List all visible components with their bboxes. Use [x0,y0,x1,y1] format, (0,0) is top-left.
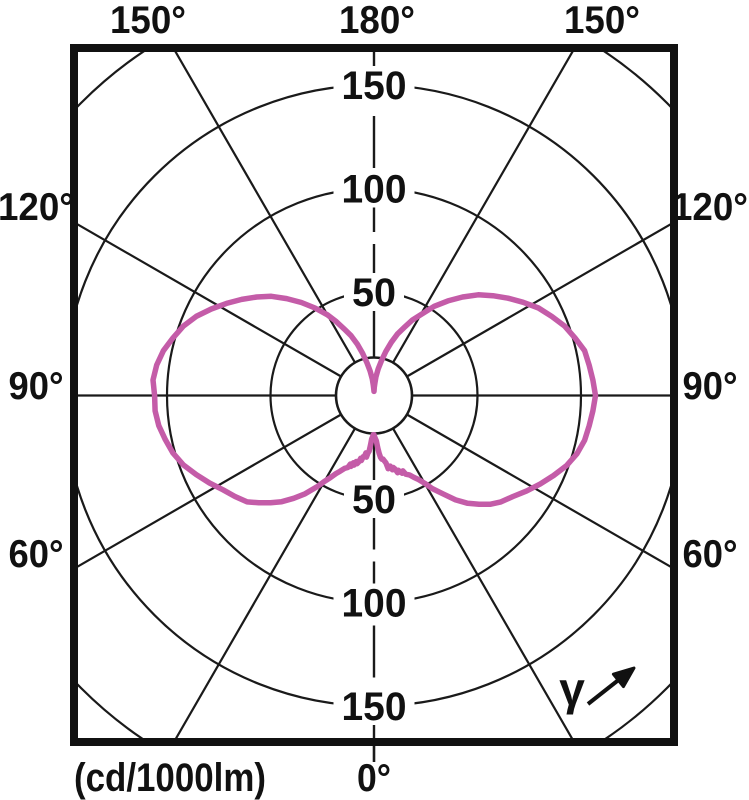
angle-label-right-2: 60° [683,533,738,576]
grid-spoke--30 [174,422,359,738]
frame [70,44,678,746]
unit-label: (cd/1000lm) [74,756,266,800]
ring-label-knockout [333,687,415,725]
angle-label-bottom: 0° [357,757,391,800]
grid-spoke-150 [389,52,574,369]
ring-label-knockout [344,480,404,518]
ring-label-knockout [344,273,404,311]
angle-label-right-1: 90° [683,365,738,408]
intensity-curve [150,292,599,507]
angle-label-left-1: 90° [9,365,64,408]
angle-label-top-1: 180° [339,0,415,42]
angle-label-top-0: 150° [110,0,186,42]
ring-label-knockout [333,583,415,622]
gamma-symbol: γ [559,663,585,715]
gamma-arrow-shaft [586,676,623,706]
grid-spoke-30 [389,422,574,738]
hub-circle [334,356,414,435]
grid-spoke-120 [401,223,670,381]
ring-label-150-bottom: 150 [342,685,407,729]
angle-label-left-0: 120° [0,186,74,229]
ring-label-100-top: 100 [342,168,407,212]
ring-label-knockout [333,169,415,208]
ring-label-knockout [333,66,415,104]
ring-label-50-top: 50 [352,271,396,315]
ring-label-50-bottom: 50 [352,478,396,522]
grid-spoke--150 [174,52,359,369]
gamma-arrow-head [611,666,636,689]
ring-label-150-top: 150 [342,64,407,108]
angle-label-left-2: 60° [9,533,64,576]
grid-spoke-60 [401,410,670,568]
angle-label-right-0: 120° [672,186,748,229]
ring-label-100-bottom: 100 [342,582,407,626]
grid-spoke--120 [78,223,347,381]
grid-spoke--60 [78,410,347,568]
angle-label-top-2: 150° [564,0,640,42]
